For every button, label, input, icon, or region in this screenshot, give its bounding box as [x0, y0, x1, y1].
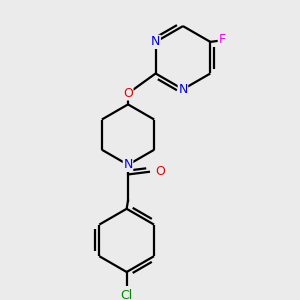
Text: O: O	[123, 87, 133, 100]
Text: N: N	[151, 35, 160, 48]
Text: Cl: Cl	[121, 289, 133, 300]
Text: N: N	[178, 83, 188, 96]
Text: O: O	[155, 165, 165, 178]
Text: N: N	[123, 158, 133, 171]
Text: F: F	[218, 33, 225, 46]
